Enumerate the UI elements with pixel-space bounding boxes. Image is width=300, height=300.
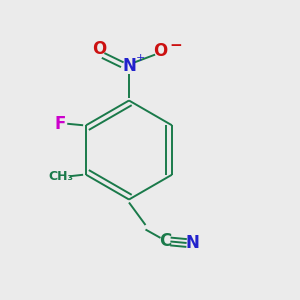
- Text: O: O: [153, 42, 168, 60]
- Text: F: F: [55, 115, 66, 133]
- Text: O: O: [92, 40, 106, 58]
- Text: N: N: [185, 234, 199, 252]
- Text: +: +: [136, 52, 145, 63]
- Text: C: C: [159, 232, 171, 250]
- Text: N: N: [122, 57, 136, 75]
- Text: −: −: [169, 38, 182, 53]
- Text: CH₃: CH₃: [48, 170, 73, 183]
